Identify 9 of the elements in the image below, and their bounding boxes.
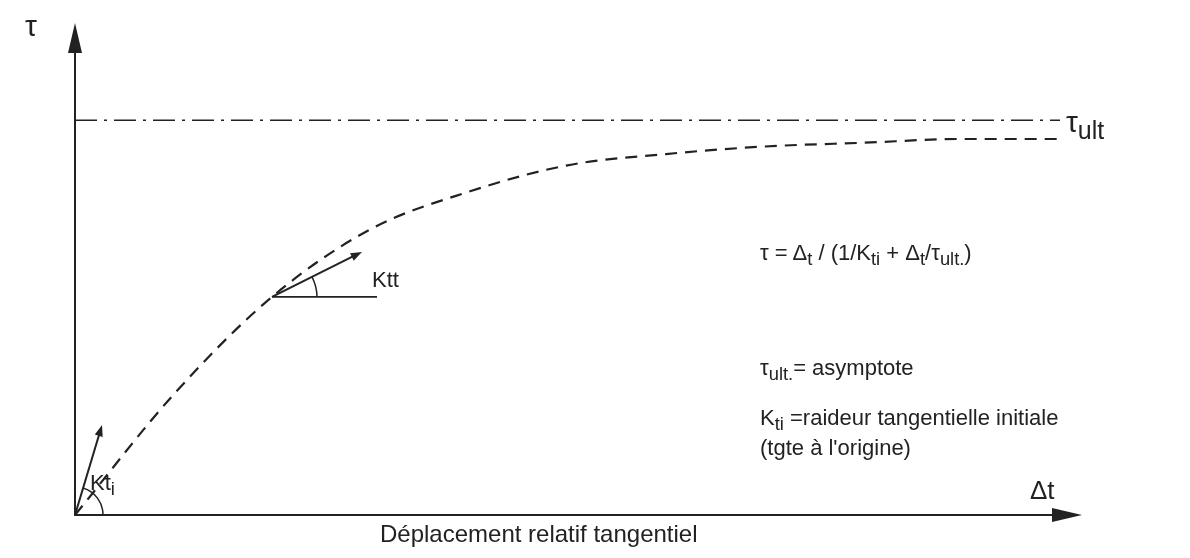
ref-line-label: τ$_{ult}$ xyxy=(1066,104,1105,146)
x-axis-title: Δt xyxy=(1030,475,1055,507)
annotation: Kt$_{i}$ xyxy=(90,470,115,501)
annotation: Ktt xyxy=(372,266,399,294)
y-axis-title: τ xyxy=(25,8,37,44)
annotation: τ$_{ult.}$= asymptote xyxy=(760,355,914,386)
text: τ = Δ$_{t}$ / (1/K$_{ti}$ + Δ$_{t}$/τ$_{ult.}$) xyxy=(760,240,972,270)
text: Déplacement relatif tangentiel xyxy=(380,520,698,549)
annotation: K$_{ti}$ =raideur tangentielle initiale (tgte à l'origine) xyxy=(760,405,1059,462)
